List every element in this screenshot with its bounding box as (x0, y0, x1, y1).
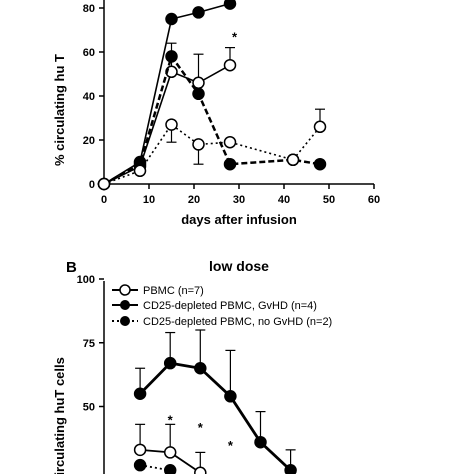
panel-a-data-point (165, 12, 178, 26)
panel-a-data-point (286, 153, 300, 167)
panel-a-series-2 (97, 42, 327, 191)
panel-a-significance-mark: * (232, 30, 238, 45)
panel-b-legend: PBMC (n=7) CD25-depleted PBMC, GvHD (n=4… (112, 284, 332, 328)
panel-a-series-0 (97, 0, 237, 191)
panel-b-title: low dose (209, 258, 269, 274)
panel-a-x-tick-label: 10 (143, 194, 155, 206)
panel-b-series-1 (133, 329, 297, 474)
panel-b-data-point (133, 458, 147, 472)
panel-a-data-point (192, 138, 205, 151)
panel-a-data-point (223, 58, 237, 72)
panel-a-series-3 (97, 108, 327, 191)
legend-label-cd25-no-gvhd: CD25-depleted PBMC, no GvHD (n=2) (143, 316, 332, 328)
panel-b-y-tick-label: 100 (77, 274, 95, 286)
panel-b-data-point (163, 464, 177, 474)
panel-b-data-point (163, 356, 177, 370)
panel-b-data-point (254, 435, 267, 449)
panel-b-series-line (139, 361, 292, 472)
panel-a-data-point (165, 50, 178, 63)
panel-b-label: B (66, 259, 77, 276)
panel-a-x-tick-label: 30 (233, 194, 245, 206)
panel-a-x-tick-label: 20 (188, 194, 200, 206)
panel-b-y-tick-label: 75 (83, 338, 95, 350)
panel-a-x-tick-label: 40 (278, 194, 290, 206)
panel-a-y-tick-label: 40 (83, 91, 95, 103)
panel-a-y-tick-label: 80 (83, 3, 95, 15)
legend-item-cd25-no-gvhd: CD25-depleted PBMC, no GvHD (n=2) (112, 316, 332, 328)
panel-a-data-point (223, 135, 237, 149)
panel-b-y-axis-label: circulating huT cells (52, 357, 67, 474)
legend-item-pbmc: PBMC (n=7) (112, 284, 204, 297)
panel-a-y-tick-label: 0 (89, 179, 95, 191)
panel-a-y-tick-label: 20 (83, 135, 95, 147)
panel-b-significance-mark: * (168, 412, 174, 427)
panel-a-data-point (165, 118, 178, 131)
panel-a-data-point (313, 120, 327, 134)
panel-b-significance-mark: * (228, 438, 234, 453)
panel-a-chart: 0 20 40 60 80 0 10 20 30 40 50 60 * days after inf… (52, 0, 380, 227)
panel-b-significance-mark: * (198, 420, 204, 435)
panel-a-data-point (223, 157, 237, 171)
panel-b-data-point (224, 390, 237, 403)
panel-b-data-point (133, 443, 147, 457)
panel-a-data-point (192, 6, 205, 19)
panel-a-x-axis-label: days after infusion (181, 212, 297, 227)
panel-b-data-point (133, 387, 147, 400)
legend-label-cd25-gvhd: CD25-depleted PBMC, GvHD (n=4) (143, 300, 317, 312)
panel-b-series-0 (133, 423, 207, 474)
panel-b-data-point (194, 466, 207, 474)
panel-b-y-tick-label: 50 (83, 402, 95, 414)
panel-a-x-tick-label: 60 (368, 194, 380, 206)
panel-a-x-tick-label: 0 (101, 194, 107, 206)
panel-a-data-point (133, 164, 147, 178)
panel-a-y-axis-label: % circulating hu T (52, 54, 67, 166)
legend-label-pbmc: PBMC (n=7) (143, 285, 204, 297)
panel-b-data-point (163, 446, 177, 459)
panel-a-x-tick-label: 50 (323, 194, 335, 206)
panel-b-series-2 (133, 458, 177, 474)
panel-b-data-point (284, 464, 297, 474)
panel-a-data-point (313, 157, 327, 171)
panel-a-data-point (192, 87, 205, 101)
panel-a-y-tick-label: 60 (83, 47, 95, 59)
panel-a-data-point (223, 0, 237, 10)
panel-b-chart: B low dose 100 75 50 * * * circulating huT c… (52, 258, 332, 474)
panel-a-data-point (97, 177, 111, 191)
panel-b-data-point (194, 362, 207, 375)
panel-a-series-line (103, 2, 231, 185)
legend-item-cd25-gvhd: CD25-depleted PBMC, GvHD (n=4) (112, 300, 317, 312)
